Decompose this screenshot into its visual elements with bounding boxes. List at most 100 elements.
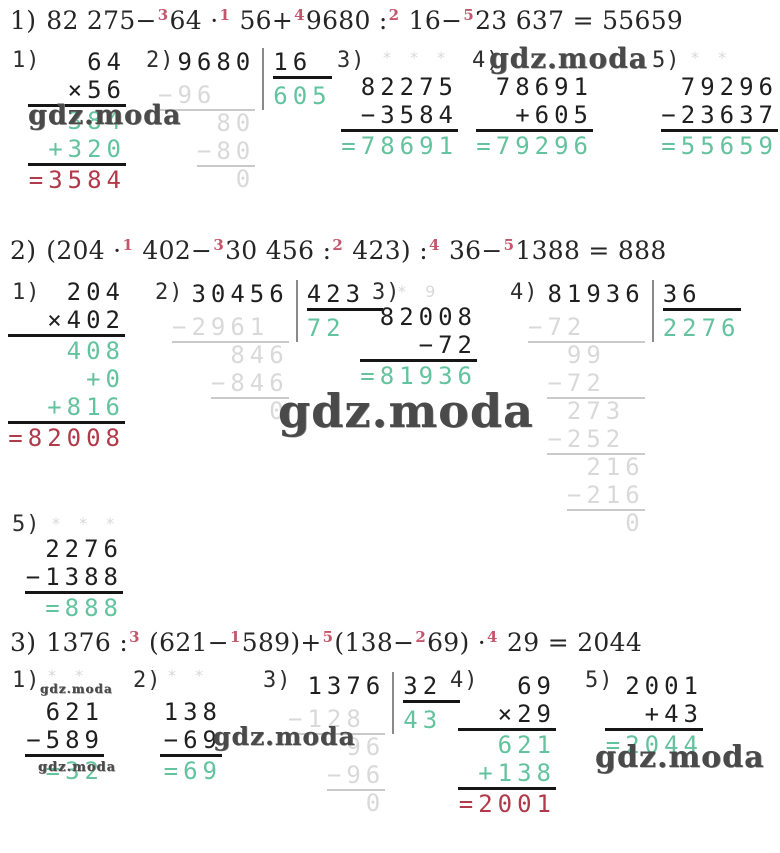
division-step: −252: [547, 425, 645, 455]
subtraction-79296-23637: 79296 −23637 =55659: [661, 73, 778, 160]
equation-1: 1) 82 275−364 ·1 56+49680 :2 16−523 637 =…: [10, 6, 683, 35]
division-step: −216: [566, 481, 645, 511]
division-9680-by-16: 9680 −96 80 −80 0 16 605: [158, 48, 332, 193]
work-number: 82008: [379, 303, 477, 331]
work-number: 621: [45, 698, 104, 726]
operation-order-superscript: 3: [129, 628, 140, 646]
work-number: 64: [87, 48, 126, 76]
addition-2001-43: 2001 +43 =2044: [605, 672, 703, 759]
division-step: −96: [326, 761, 386, 791]
quotient: 43: [403, 706, 443, 734]
work-item-label: 4): [472, 48, 501, 73]
division-step: −80: [196, 137, 256, 167]
divisor: 36: [662, 280, 702, 308]
multiplication-69x29: 69 ×29 621 +138 =2001: [458, 672, 556, 818]
work-number: 0: [235, 165, 256, 193]
work-number: =55659: [661, 132, 778, 160]
work-line: 79296: [661, 73, 778, 101]
work-number: −72: [547, 369, 645, 399]
divisor: 32: [403, 672, 443, 700]
work-number: 0: [269, 397, 289, 425]
work-line: =2001: [458, 790, 556, 818]
operation-order-superscript: 2: [332, 236, 344, 254]
work-number: ×56: [67, 76, 126, 104]
work-item-label: 4): [450, 668, 479, 693]
work-number: +43: [644, 700, 703, 728]
operation-order-superscript: 4: [428, 236, 440, 254]
work-number: 273: [566, 397, 645, 425]
equation-2: 2) (204 ·1 402−330 456 :2 423) :4 36−5138…: [10, 236, 667, 265]
work-number: 96: [346, 733, 386, 761]
work-item-label: 5): [12, 512, 41, 537]
division-step: −72: [528, 313, 645, 343]
work-number: =888: [45, 594, 123, 622]
dividend: 30456: [191, 280, 289, 308]
divisor-quotient-corner: 36 2276: [651, 280, 741, 342]
work-number: 216: [586, 453, 645, 481]
work-number: 80: [216, 109, 256, 137]
work-number: 621: [497, 731, 556, 759]
work-number: 79296: [680, 73, 778, 101]
work-number: −3584: [360, 101, 458, 129]
work-line: =32: [25, 757, 104, 785]
work-line: 621: [25, 698, 104, 726]
work-line: +816: [8, 393, 125, 424]
quotient: 72: [306, 314, 346, 342]
work-number: −216: [566, 481, 645, 511]
operation-order-superscript: 2: [415, 628, 427, 646]
division-1376-by-32: 1376 −128 96 −96 0 32 43: [288, 672, 461, 817]
subtraction-138-69: 138 −69 =69: [160, 698, 222, 785]
work-number: 138: [163, 698, 222, 726]
work-item-label: 3): [263, 668, 292, 693]
division-step: 216: [586, 453, 644, 481]
work-number: 82275: [360, 73, 458, 101]
dividend: 1376: [307, 672, 386, 700]
operation-order-superscript: 5: [322, 628, 334, 646]
watermark: gdz.moda: [489, 42, 648, 75]
work-item-label: 3): [337, 48, 366, 73]
operation-order-superscript: 5: [503, 236, 515, 254]
work-line: +43: [605, 700, 703, 731]
work-line: −589: [25, 726, 104, 757]
work-number: 0: [365, 789, 386, 817]
dividend-row: 1376: [307, 672, 385, 700]
work-number: =32: [45, 757, 104, 785]
watermark: gdz.moda: [213, 722, 356, 751]
faint-stars: * 9: [398, 282, 443, 301]
division-step: 846: [230, 341, 288, 369]
watermark: gdz.moda: [278, 384, 534, 438]
work-number: −252: [547, 425, 645, 455]
work-number: −23637: [661, 101, 778, 129]
faint-stars: * * *: [52, 514, 122, 533]
operation-order-superscript: 1: [122, 236, 134, 254]
work-line: +605: [476, 101, 593, 132]
work-line: 64: [28, 48, 126, 76]
work-number: +605: [515, 101, 593, 129]
work-line: =78691: [341, 132, 458, 160]
work-number: =79296: [476, 132, 593, 160]
work-item-label: 2): [155, 280, 184, 305]
divisor: 423: [306, 280, 366, 308]
division-step: −128: [288, 705, 386, 735]
work-line: −3584: [341, 101, 458, 132]
work-line: =888: [25, 594, 123, 622]
work-number: ×402: [47, 306, 125, 334]
work-number: =2001: [458, 790, 556, 818]
equation-label: 3): [10, 628, 37, 658]
work-number: −2961: [172, 313, 289, 343]
operation-order-superscript: 3: [157, 6, 169, 24]
equation-label: 2): [10, 236, 37, 266]
division-step: −96: [158, 81, 256, 111]
work-number: +320: [48, 135, 126, 163]
work-line: ×56: [28, 76, 126, 107]
work-line: +138: [458, 759, 556, 790]
work-number: −80: [196, 137, 256, 167]
division-step: −2961: [172, 313, 289, 343]
divisor-quotient-corner: 423 72: [295, 280, 384, 342]
equation-text: (204 ·1 402−330 456 :2 423) :4 36−51388 …: [46, 236, 667, 266]
work-item-label: 5): [652, 48, 681, 73]
divisor-quotient-corner: 16 605: [262, 48, 332, 110]
equation-3: 3) 1376 :3 (621−1589)+5(138−269) ·4 29 = …: [10, 628, 642, 657]
divisor: 16: [273, 48, 313, 76]
